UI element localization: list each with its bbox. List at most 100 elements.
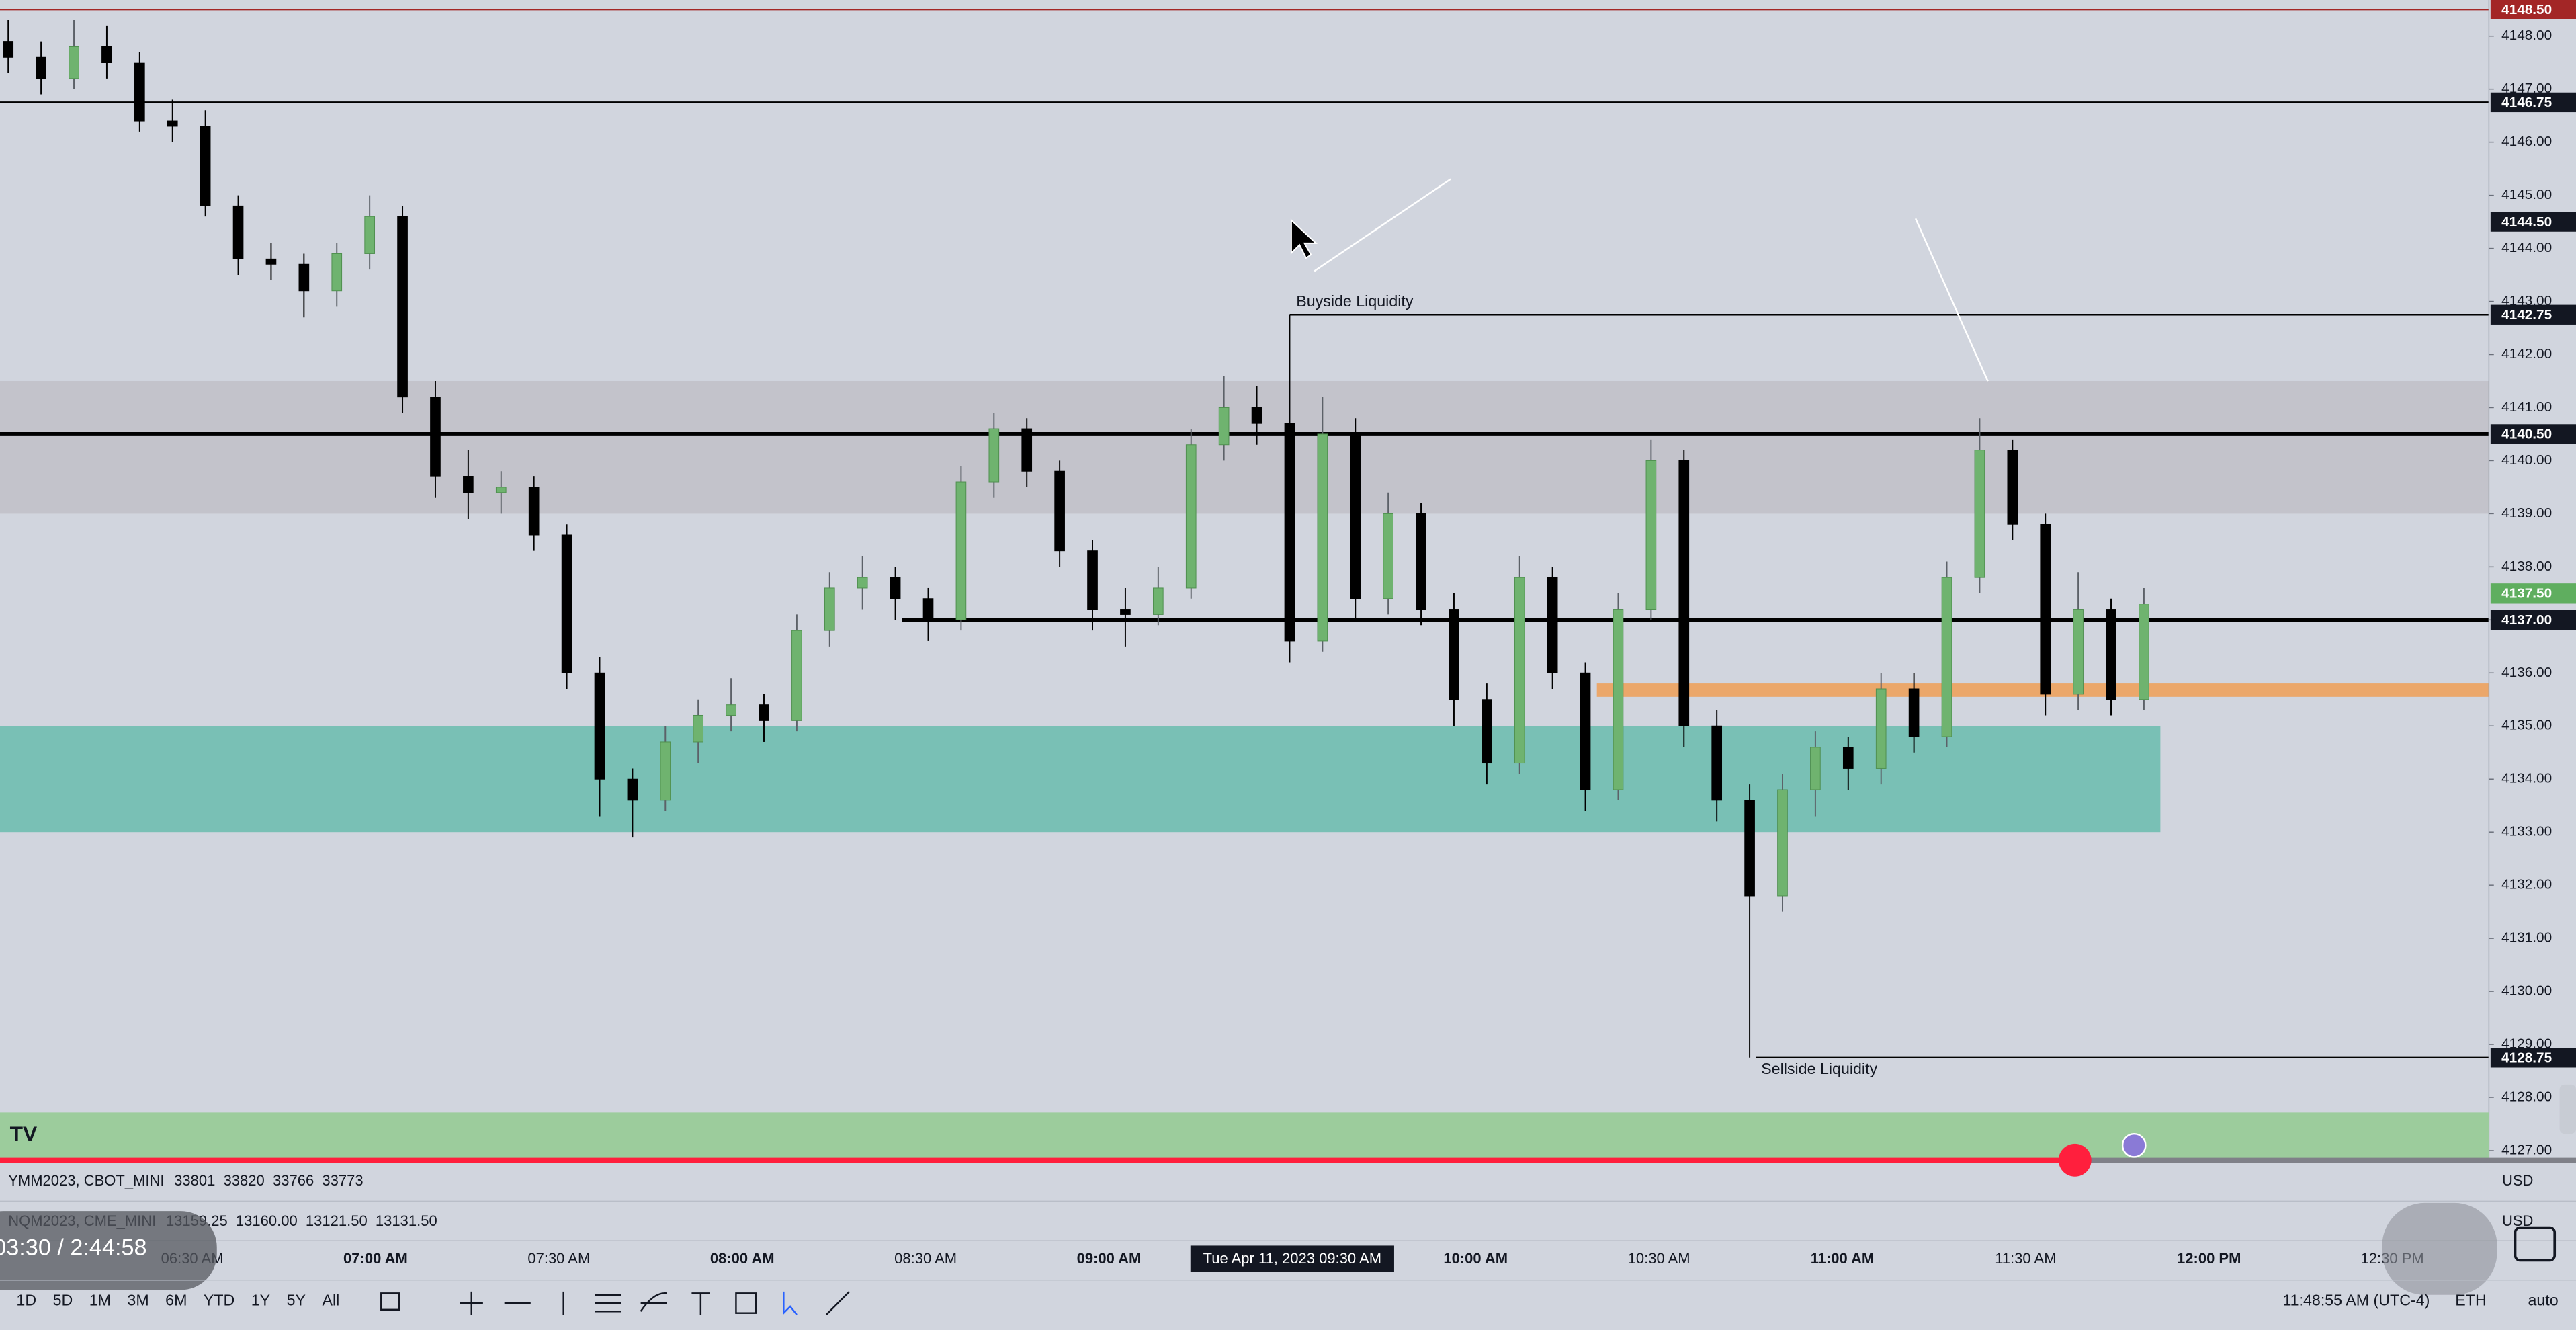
price-tick-label: 4141.00 [2501,399,2552,415]
time-label: 10:30 AM [1628,1250,1690,1267]
price-tick-label: 4144.00 [2501,240,2552,255]
range-button[interactable]: 1D [16,1292,36,1309]
time-label: 09:00 AM [1077,1250,1142,1267]
time-label: 11:30 AM [1995,1250,2056,1267]
range-button[interactable]: 5D [53,1292,73,1309]
candle-body [1613,609,1624,790]
candle-body [1317,433,1328,642]
time-label: 10:00 AM [1443,1250,1508,1267]
candle-body [1711,725,1723,801]
price-tick-label: 4133.00 [2501,824,2552,839]
video-scrubber[interactable] [2058,1143,2092,1177]
annotation: Buyside Liquidity [1296,292,1414,310]
price-marker-label: 4137.00 [2501,612,2552,628]
captions-button[interactable] [2514,1226,2557,1262]
price-marker-label: 4142.75 [2501,307,2552,323]
price-tick-label: 4131.00 [2501,930,2552,946]
candle-body [1185,444,1197,589]
price-tick-label: 4135.00 [2501,718,2552,733]
currency[interactable]: USD [2502,1212,2533,1229]
candle-body [200,126,211,206]
range-button[interactable]: 1Y [251,1292,270,1309]
price-marker [2490,0,2576,19]
candle-body [1120,609,1131,615]
logo: TV [10,1122,38,1146]
tool-icon[interactable] [691,1292,710,1315]
price-marker-label: 4128.75 [2501,1050,2552,1066]
candle-body [1908,688,1920,737]
scale-button[interactable]: auto [2528,1292,2558,1309]
time-label: Tue Apr 11, 2023 09:30 AM [1203,1250,1381,1267]
price-marker-label: 4144.50 [2501,214,2552,230]
scrollbar[interactable] [2559,1084,2576,1134]
video-toggle[interactable] [2382,1202,2497,1295]
currency[interactable]: USD [2502,1172,2533,1189]
candle-body [1974,450,1985,578]
candle-body [922,598,934,620]
price-marker-label: 4140.50 [2501,427,2552,442]
candle-body [1547,577,1558,673]
candle-body [1875,688,1887,769]
crosshair-time [1190,1245,1394,1272]
range-button[interactable]: 5Y [287,1292,306,1309]
candle-body [726,704,736,716]
tool-icon[interactable] [735,1292,757,1314]
price-marker [2490,92,2576,113]
arrow [1314,178,1451,272]
price-axis [2489,0,2576,1161]
range-button[interactable]: 6M [165,1292,187,1309]
tool-icon[interactable] [783,1291,798,1315]
range-button[interactable]: All [322,1292,339,1309]
price-tick-label: 4146.00 [2501,134,2552,149]
symbol-quote: 33766 [273,1172,314,1189]
symbol-quote: 33820 [224,1172,265,1189]
candle-body [824,587,835,631]
candle-body [1153,587,1164,615]
candle-body [101,46,112,63]
price-marker [2490,583,2576,604]
tool-icon[interactable] [460,1291,483,1315]
price-tick-label: 4148.00 [2501,28,2552,43]
candle-body [36,56,46,79]
candle-body [1514,577,1525,764]
candle-body [1449,609,1459,700]
candle-body [2139,604,2149,700]
price-tick-label: 4127.00 [2501,1142,2552,1157]
zone [0,380,2489,514]
candle-body [1580,672,1591,790]
candle-body [265,258,277,265]
zone [0,726,2161,833]
tool-icon[interactable] [380,1292,400,1311]
candle-body [364,216,375,254]
price-marker-label: 4137.50 [2501,586,2552,601]
tool-icon[interactable] [826,1291,851,1316]
time-label: 11:00 AM [1811,1250,1875,1267]
tool-icon[interactable] [640,1292,667,1312]
price-tick-label: 4139.00 [2501,505,2552,521]
candle-body [2040,524,2051,695]
candle-body [890,577,901,599]
candle-body [1416,513,1426,610]
range-button[interactable]: 3M [127,1292,148,1309]
price-marker [2490,212,2576,232]
candle-body [463,476,474,493]
price-tick-label: 4142.00 [2501,346,2552,362]
time-label: 07:30 AM [527,1250,590,1267]
flash-icon[interactable] [2121,1132,2147,1158]
candle-body [857,577,868,589]
price-tick-label: 4129.00 [2501,1036,2552,1052]
video-overlay [0,1211,217,1290]
candle-body [791,630,802,721]
range-button[interactable]: 1M [89,1292,111,1309]
candle-body [2007,450,2018,525]
session-button[interactable]: ETH [2455,1292,2486,1309]
price-tick-label: 4138.00 [2501,558,2552,574]
candle-body [594,672,605,780]
candle-body [1087,550,1098,610]
video-time: 03:30 / 2:44:58 [0,1235,147,1260]
range-button[interactable]: YTD [204,1292,234,1309]
price-tick-label: 4128.00 [2501,1089,2552,1105]
candle-body [1941,577,1952,737]
tool-icon[interactable] [595,1294,621,1313]
candle-body [1678,460,1690,726]
